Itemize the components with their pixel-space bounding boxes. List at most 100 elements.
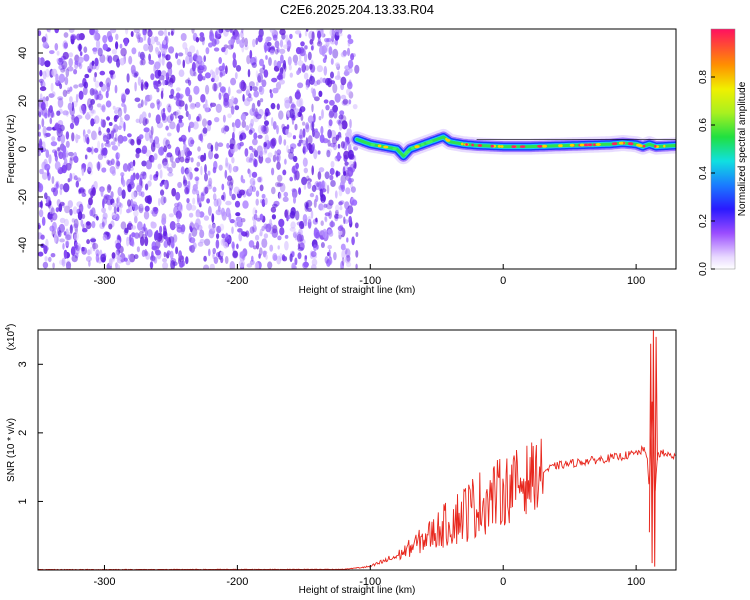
noise-blob xyxy=(283,59,286,70)
noise-blob xyxy=(80,219,84,227)
noise-blob xyxy=(238,259,245,268)
noise-blob xyxy=(307,181,312,189)
noise-blob xyxy=(299,108,302,116)
noise-blob xyxy=(251,171,258,178)
top-x-tick-label: -100 xyxy=(359,275,381,287)
noise-blob xyxy=(171,187,177,197)
noise-blob xyxy=(256,240,260,250)
noise-blob xyxy=(353,155,357,163)
noise-blob xyxy=(229,187,232,197)
noise-blob xyxy=(155,229,159,240)
noise-blob xyxy=(195,218,201,228)
noise-blob xyxy=(91,221,96,229)
noise-blob xyxy=(163,145,168,153)
noise-blob xyxy=(334,31,340,41)
noise-blob xyxy=(207,170,211,176)
noise-blob xyxy=(276,125,279,135)
noise-blob xyxy=(71,218,76,223)
noise-blob xyxy=(51,68,58,77)
noise-blob xyxy=(177,115,184,120)
noise-blob xyxy=(184,167,190,175)
noise-blob xyxy=(189,225,192,231)
noise-blob xyxy=(253,213,258,221)
colorbar-label: Normalized spectral amplitude xyxy=(737,81,748,216)
ridge-hotspot xyxy=(420,143,425,146)
noise-blob xyxy=(289,211,296,219)
noise-blob xyxy=(102,212,108,220)
noise-blob xyxy=(59,183,64,190)
noise-blob xyxy=(91,109,96,115)
noise-blob xyxy=(117,141,121,147)
noise-blob xyxy=(232,250,238,258)
noise-blob xyxy=(195,212,201,218)
noise-blob xyxy=(38,57,42,65)
noise-blob xyxy=(88,103,94,111)
noise-blob xyxy=(259,58,264,67)
noise-blob xyxy=(225,200,232,206)
noise-blob xyxy=(337,131,342,138)
noise-blob xyxy=(131,232,136,238)
noise-blob xyxy=(338,201,343,206)
noise-blob xyxy=(199,239,205,244)
noise-blob xyxy=(196,161,201,167)
noise-blob xyxy=(304,65,310,71)
noise-blob xyxy=(241,29,244,34)
noise-blob xyxy=(102,234,108,241)
noise-blob xyxy=(51,212,58,221)
noise-blob xyxy=(94,72,97,78)
noise-blob xyxy=(122,179,126,187)
noise-blob xyxy=(289,227,296,232)
noise-blob xyxy=(114,133,118,143)
noise-blob xyxy=(248,93,252,99)
noise-blob xyxy=(134,97,141,103)
noise-blob xyxy=(249,108,256,116)
noise-blob xyxy=(311,184,317,193)
noise-blob xyxy=(355,263,358,269)
top-x-tick-label: -300 xyxy=(93,275,115,287)
noise-blob xyxy=(264,134,269,144)
noise-blob xyxy=(193,71,197,77)
ridge-hotspot xyxy=(410,146,415,150)
spectrogram-noise xyxy=(38,29,360,269)
noise-blob xyxy=(208,149,214,160)
noise-blob xyxy=(52,262,55,269)
noise-blob xyxy=(242,200,249,209)
noise-blob xyxy=(73,175,78,181)
noise-blob xyxy=(123,38,129,47)
noise-blob xyxy=(315,194,319,202)
noise-blob xyxy=(340,94,347,100)
bottom-x-tick-label: -100 xyxy=(359,576,381,588)
noise-blob xyxy=(184,187,190,194)
noise-blob xyxy=(116,206,120,213)
noise-blob xyxy=(302,214,308,223)
noise-blob xyxy=(163,251,167,258)
ridge-hotspot xyxy=(579,143,585,147)
noise-blob xyxy=(137,221,143,231)
noise-blob xyxy=(340,260,344,269)
noise-blob xyxy=(309,75,315,85)
noise-blob xyxy=(220,256,224,264)
noise-blob xyxy=(194,176,200,181)
noise-blob xyxy=(51,136,56,142)
ridge-hotspot xyxy=(587,143,593,147)
noise-blob xyxy=(218,164,223,171)
noise-blob xyxy=(72,206,78,215)
noise-blob xyxy=(299,134,304,140)
noise-blob xyxy=(218,57,222,64)
noise-blob xyxy=(49,50,55,55)
noise-blob xyxy=(135,118,140,124)
noise-blob xyxy=(83,189,86,194)
noise-blob xyxy=(161,115,168,123)
noise-blob xyxy=(45,132,51,137)
noise-blob xyxy=(340,141,345,149)
noise-blob xyxy=(213,47,220,52)
noise-blob xyxy=(248,240,255,248)
bottom-x-label: Height of straight line (km) xyxy=(299,585,416,596)
noise-blob xyxy=(163,225,167,231)
noise-blob xyxy=(41,118,45,128)
ridge-hotspot xyxy=(583,143,587,147)
noise-blob xyxy=(301,139,307,146)
noise-blob xyxy=(47,214,52,220)
noise-blob xyxy=(341,257,345,266)
noise-blob xyxy=(115,33,119,40)
